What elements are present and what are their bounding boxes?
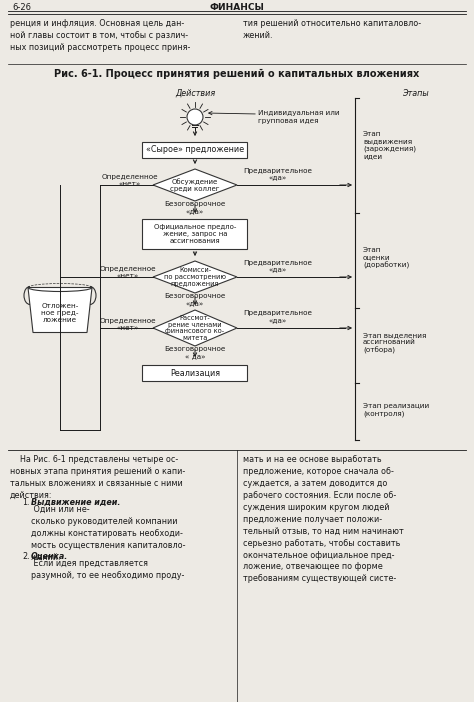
Text: 6-26: 6-26 bbox=[12, 3, 31, 11]
Text: ФИНАНСЫ: ФИНАНСЫ bbox=[210, 3, 264, 11]
Text: Один или не-
сколько руководителей компании
должны констатировать необходи-
мост: Один или не- сколько руководителей компа… bbox=[31, 505, 185, 562]
Text: На Рис. 6-1 представлены четыре ос-
новных этапа принятия решений о капи-
тальны: На Рис. 6-1 представлены четыре ос- новн… bbox=[10, 455, 185, 500]
Text: Если идея представляется
разумной, то ее необходимо проду-: Если идея представляется разумной, то ее… bbox=[31, 559, 184, 580]
Text: Безоговорочное
« да»: Безоговорочное « да» bbox=[164, 346, 226, 359]
Text: мать и на ее основе выработать
предложение, которое сначала об-
суждается, а зат: мать и на ее основе выработать предложен… bbox=[243, 455, 404, 583]
Text: Этап выделения
ассигнований
(отбора): Этап выделения ассигнований (отбора) bbox=[363, 332, 427, 355]
Text: Этап
выдвижения
(зарождения)
идеи: Этап выдвижения (зарождения) идеи bbox=[363, 131, 416, 159]
Text: Комисси-
по рассмотрению
предложения: Комисси- по рассмотрению предложения bbox=[164, 267, 226, 287]
Text: Предварительное
«да»: Предварительное «да» bbox=[244, 260, 312, 272]
Text: Реализация: Реализация bbox=[170, 369, 220, 378]
Text: Выдвижение идеи.: Выдвижение идеи. bbox=[31, 498, 120, 507]
Text: Официальное предло-
жение, запрос на
ассигнования: Официальное предло- жение, запрос на асс… bbox=[154, 224, 236, 244]
Text: Этап реализации
(контроля): Этап реализации (контроля) bbox=[363, 403, 429, 417]
Text: Отложен-
ное пред-
ложение: Отложен- ное пред- ложение bbox=[41, 303, 79, 323]
Text: Обсуждение
среди коллег: Обсуждение среди коллег bbox=[170, 178, 220, 192]
Bar bbox=[143, 142, 247, 158]
Text: Определенное
«нет»: Определенное «нет» bbox=[100, 317, 156, 331]
Text: Рассмот-
рение членами
финансового ко-
митета: Рассмот- рение членами финансового ко- м… bbox=[165, 314, 225, 341]
Text: Определенное
«нет»: Определенное «нет» bbox=[102, 175, 158, 187]
Text: Этап
оценки
(доработки): Этап оценки (доработки) bbox=[363, 246, 409, 270]
Bar bbox=[143, 219, 247, 249]
Text: Предварительное
«да»: Предварительное «да» bbox=[244, 310, 312, 324]
Text: ренция и инфляция. Основная цель дан-
ной главы состоит в том, чтобы с различ-
н: ренция и инфляция. Основная цель дан- но… bbox=[10, 19, 191, 53]
Text: 1.: 1. bbox=[22, 498, 29, 507]
Text: Этапы: Этапы bbox=[401, 89, 428, 98]
Text: Действия: Действия bbox=[175, 89, 215, 98]
Polygon shape bbox=[153, 261, 237, 293]
Text: Определенное
«нет»: Определенное «нет» bbox=[100, 267, 156, 279]
Text: 2.: 2. bbox=[22, 552, 29, 561]
Text: Безоговорочное
«да»: Безоговорочное «да» bbox=[164, 293, 226, 306]
Text: Предварительное
«да»: Предварительное «да» bbox=[244, 168, 312, 180]
Text: Оценка.: Оценка. bbox=[31, 552, 68, 561]
Text: Рис. 6-1. Процесс принятия решений о капитальных вложениях: Рис. 6-1. Процесс принятия решений о кап… bbox=[55, 69, 419, 79]
Bar bbox=[143, 365, 247, 381]
Polygon shape bbox=[153, 310, 237, 346]
Polygon shape bbox=[28, 288, 92, 333]
Circle shape bbox=[187, 109, 203, 125]
Polygon shape bbox=[153, 169, 237, 201]
Text: «Сырое» предложение: «Сырое» предложение bbox=[146, 145, 244, 154]
Text: тия решений относительно капиталовло-
жений.: тия решений относительно капиталовло- же… bbox=[243, 19, 421, 40]
Text: Индивидуальная или
групповая идея: Индивидуальная или групповая идея bbox=[258, 110, 340, 124]
Text: Безоговорочное
«да»: Безоговорочное «да» bbox=[164, 201, 226, 214]
